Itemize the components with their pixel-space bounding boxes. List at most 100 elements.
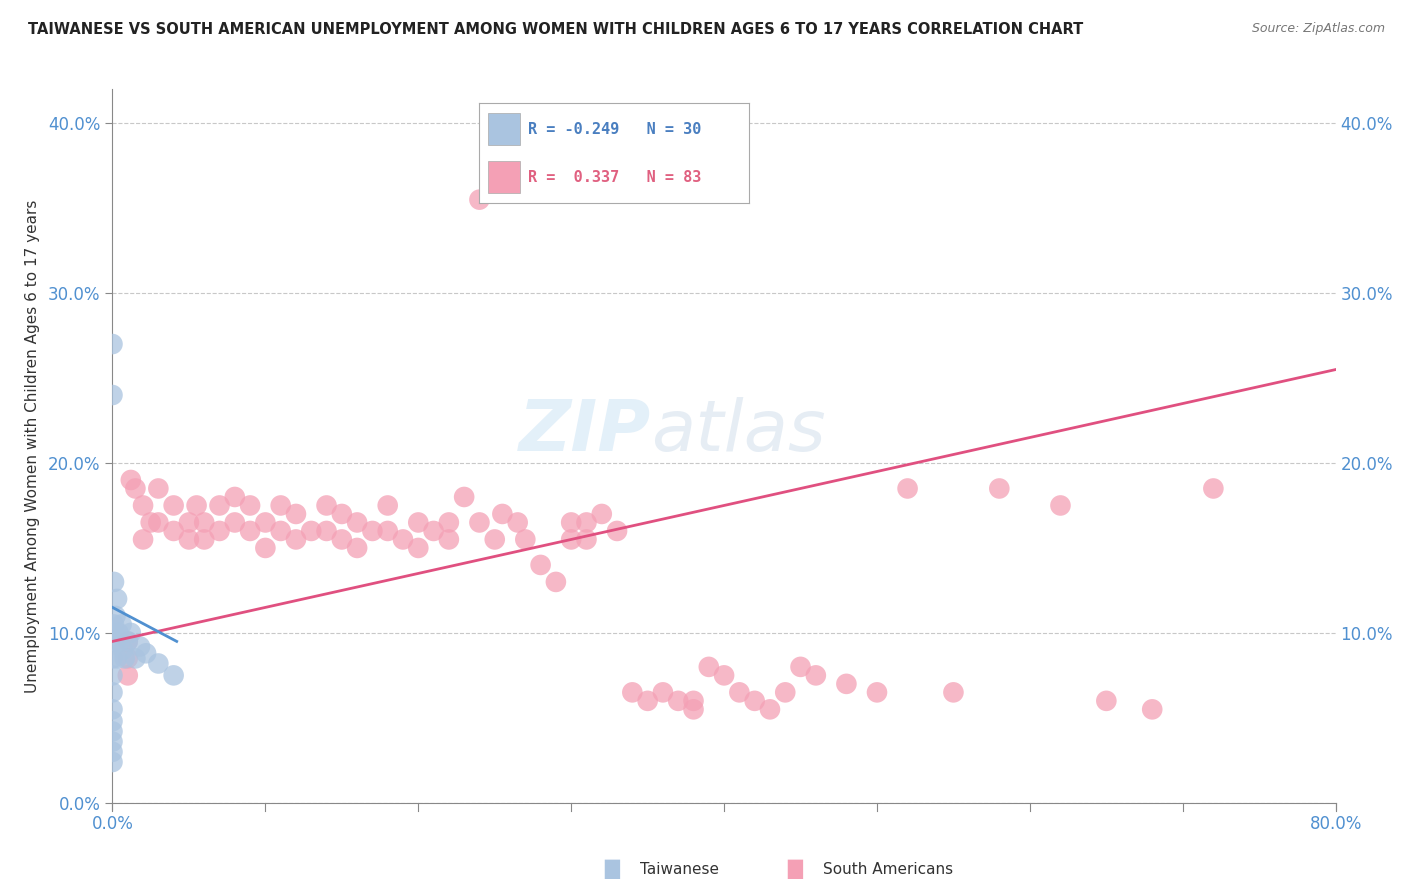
- Point: [804, 668, 827, 682]
- Point: [101, 337, 124, 351]
- Text: atlas: atlas: [651, 397, 825, 467]
- Point: [103, 574, 125, 589]
- Point: [101, 388, 124, 402]
- Point: [408, 541, 430, 555]
- Point: [101, 724, 124, 739]
- Point: [186, 499, 208, 513]
- Point: [744, 694, 766, 708]
- Point: [575, 533, 598, 547]
- Point: [361, 524, 384, 538]
- Point: [104, 608, 127, 623]
- Point: [1202, 482, 1225, 496]
- Point: [682, 694, 704, 708]
- Point: [117, 651, 139, 665]
- Point: [120, 473, 142, 487]
- Point: [112, 643, 135, 657]
- Point: [775, 685, 797, 699]
- Point: [530, 558, 553, 572]
- Point: [315, 499, 337, 513]
- Point: [652, 685, 675, 699]
- Point: [101, 734, 124, 748]
- Point: [315, 524, 337, 538]
- Point: [392, 533, 415, 547]
- Point: [117, 634, 139, 648]
- Y-axis label: Unemployment Among Women with Children Ages 6 to 17 years: Unemployment Among Women with Children A…: [25, 199, 39, 693]
- Point: [224, 490, 246, 504]
- Point: [346, 516, 368, 530]
- Point: [713, 668, 735, 682]
- Point: [129, 640, 152, 654]
- Point: [104, 634, 127, 648]
- Point: [124, 482, 146, 496]
- Point: [193, 516, 215, 530]
- Point: [208, 524, 231, 538]
- Point: [139, 516, 162, 530]
- Point: [897, 482, 920, 496]
- Point: [101, 702, 124, 716]
- Point: [148, 482, 170, 496]
- Point: [120, 626, 142, 640]
- Text: South Americans: South Americans: [823, 863, 953, 877]
- Point: [284, 507, 308, 521]
- Point: [835, 677, 858, 691]
- Text: Taiwanese: Taiwanese: [640, 863, 718, 877]
- Point: [239, 499, 262, 513]
- Point: [515, 533, 537, 547]
- Point: [101, 755, 124, 769]
- Point: [193, 533, 215, 547]
- Point: [728, 685, 751, 699]
- Point: [560, 533, 582, 547]
- Text: █: █: [787, 860, 801, 880]
- Point: [666, 694, 689, 708]
- Point: [697, 660, 720, 674]
- Point: [437, 516, 460, 530]
- Point: [163, 668, 186, 682]
- Point: [270, 524, 292, 538]
- Point: [111, 617, 134, 632]
- Point: [759, 702, 782, 716]
- Point: [422, 524, 444, 538]
- Point: [284, 533, 308, 547]
- Point: [148, 516, 170, 530]
- Point: [101, 745, 124, 759]
- Text: █: █: [605, 860, 619, 880]
- Point: [621, 685, 644, 699]
- Point: [117, 634, 139, 648]
- Point: [637, 694, 659, 708]
- Point: [468, 516, 491, 530]
- Point: [468, 193, 491, 207]
- Point: [491, 507, 513, 521]
- Point: [484, 533, 506, 547]
- Point: [682, 702, 704, 716]
- Point: [224, 516, 246, 530]
- Point: [299, 524, 322, 538]
- Point: [148, 657, 170, 671]
- Point: [1049, 499, 1071, 513]
- Point: [1095, 694, 1118, 708]
- Point: [105, 591, 128, 606]
- Point: [163, 499, 186, 513]
- Point: [330, 533, 353, 547]
- Point: [208, 499, 231, 513]
- Point: [453, 490, 475, 504]
- Point: [101, 668, 124, 682]
- Point: [105, 651, 128, 665]
- Point: [107, 626, 129, 640]
- Point: [177, 516, 200, 530]
- Point: [591, 507, 613, 521]
- Point: [942, 685, 965, 699]
- Point: [254, 516, 277, 530]
- Point: [254, 541, 277, 555]
- Point: [408, 516, 430, 530]
- Text: Source: ZipAtlas.com: Source: ZipAtlas.com: [1251, 22, 1385, 36]
- Point: [132, 499, 155, 513]
- Point: [575, 516, 598, 530]
- Point: [132, 533, 155, 547]
- Text: TAIWANESE VS SOUTH AMERICAN UNEMPLOYMENT AMONG WOMEN WITH CHILDREN AGES 6 TO 17 : TAIWANESE VS SOUTH AMERICAN UNEMPLOYMENT…: [28, 22, 1084, 37]
- Point: [163, 524, 186, 538]
- Point: [544, 574, 567, 589]
- Point: [270, 499, 292, 513]
- Point: [866, 685, 889, 699]
- Point: [789, 660, 811, 674]
- Point: [606, 524, 628, 538]
